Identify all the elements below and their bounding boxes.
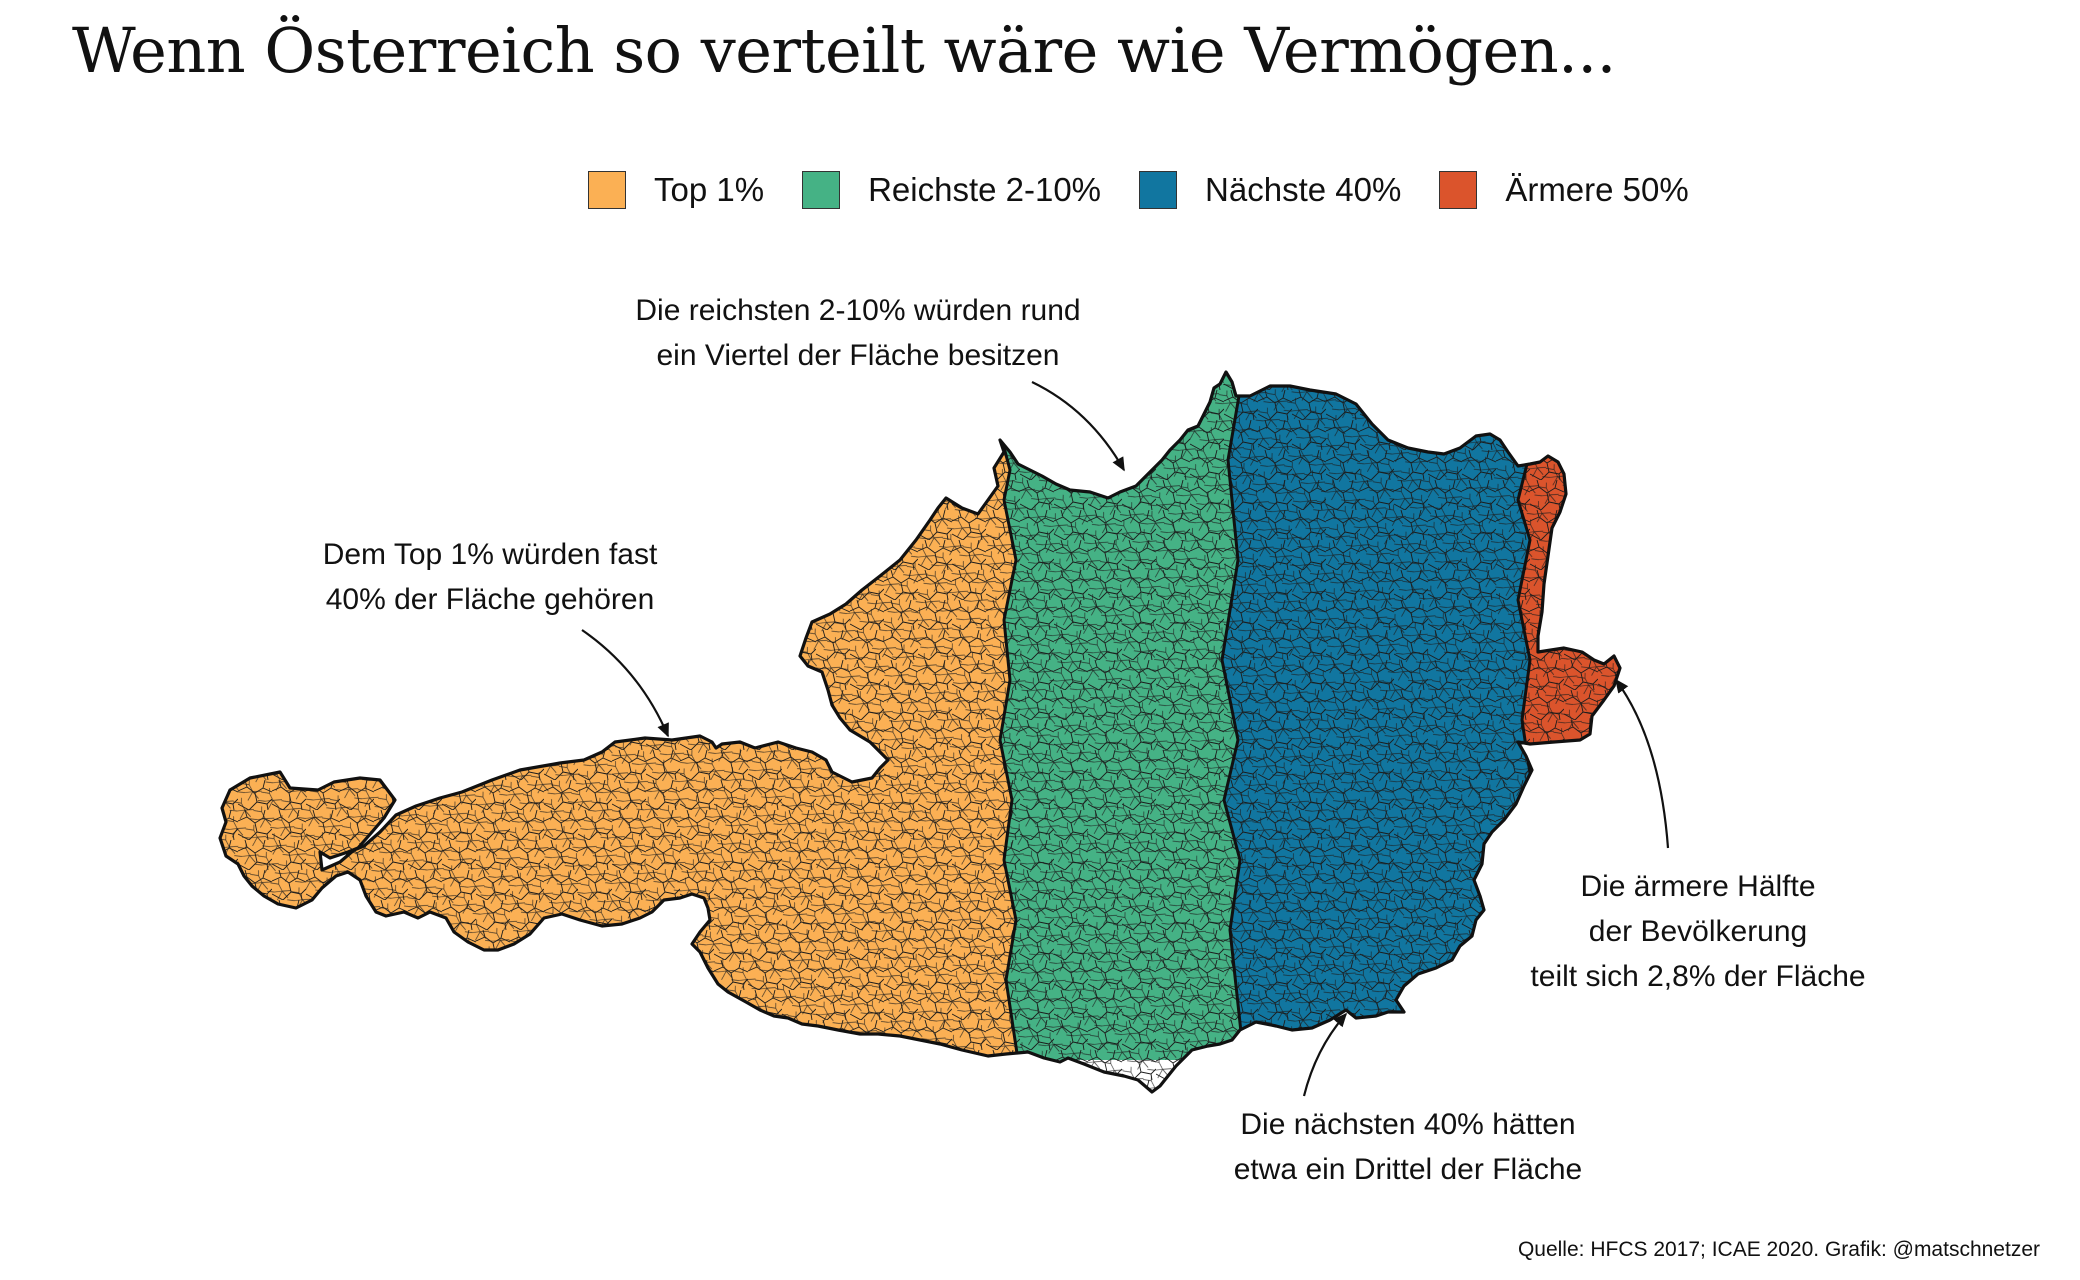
arrow-next40 [1302,1012,1348,1097]
annotation-next40: Die nächsten 40% hätten etwa ein Drittel… [1198,1102,1618,1192]
legend-label-richest: Reichste 2-10% [868,171,1102,208]
annotation-poorer-line2: der Bevölkerung [1588,915,1808,948]
legend-item-poorer: Ärmere 50% [1439,171,1689,209]
legend-label-poorer: Ärmere 50% [1505,171,1689,208]
annotation-richest-line1: Die reichsten 2-10% würden rund [635,294,1081,327]
legend-item-richest: Reichste 2-10% [802,171,1101,209]
source-credit: Quelle: HFCS 2017; ICAE 2020. Grafik: @m… [1517,1238,2040,1261]
legend-item-top1: Top 1% [588,171,764,209]
arrow-richest [1031,381,1125,472]
legend-label-top1: Top 1% [654,171,765,208]
legend-swatch-top1 [588,171,626,209]
annotation-richest: Die reichsten 2-10% würden rund ein Vier… [628,288,1088,378]
arrow-poorer [1615,678,1670,849]
annotation-richest-line2: ein Viertel der Fläche besitzen [656,339,1060,372]
legend-swatch-next40 [1139,171,1178,209]
legend: Top 1% Reichste 2-10% Nächste 40% Ärmere… [588,168,1727,212]
annotation-poorer: Die ärmere Hälfte der Bevölkerung teilt … [1498,864,1898,999]
page-title: Wenn Österreich so verteilt wäre wie Ver… [72,14,1616,87]
annotation-arrows [581,381,1670,1097]
annotation-poorer-line3: teilt sich 2,8% der Fläche [1530,960,1866,993]
legend-item-next40: Nächste 40% [1139,171,1401,209]
annotation-top1-line1: Dem Top 1% würden fast [322,538,658,571]
annotation-top1: Dem Top 1% würden fast 40% der Fläche ge… [270,532,710,622]
annotation-top1-line2: 40% der Fläche gehören [325,583,655,616]
legend-label-next40: Nächste 40% [1205,171,1402,208]
annotation-next40-line1: Die nächsten 40% hätten [1240,1108,1576,1141]
austria-outline [218,370,1622,1094]
legend-swatch-poorer [1439,171,1478,209]
annotation-poorer-line1: Die ärmere Hälfte [1580,870,1816,903]
annotation-next40-line2: etwa ein Drittel der Fläche [1233,1153,1583,1186]
legend-swatch-richest [802,171,841,209]
arrow-top1 [581,629,670,738]
